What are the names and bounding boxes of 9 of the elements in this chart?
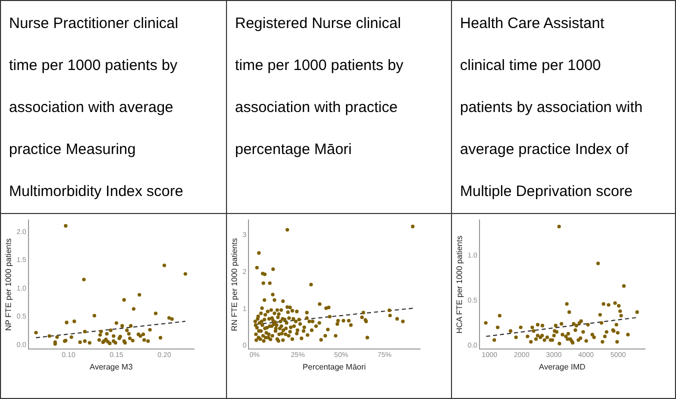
x-axis-title: Percentage Māori <box>302 362 366 372</box>
chart-title: Registered Nurse clinical time per 1000 patients by association with practice percentage Māori <box>235 15 404 158</box>
y-axis-title: NP FTE per 1000 patients <box>4 238 14 331</box>
y-axis-title: HCA FTE per 1000 patients <box>455 236 464 334</box>
x-axis-title: Average IMD <box>538 362 586 372</box>
chart-title: Nurse Practitioner clinical time per 1000 patients by association with average practice Measuring Multimorbidity Index score <box>9 15 184 200</box>
y-axis-title: RN FTE per 1000 patients <box>230 238 240 332</box>
chart-title: Health Care Assistant clinical time per 1000 patients by association with average practice Index of Multiple Deprivation score <box>460 15 643 200</box>
x-axis-title: Average M3 <box>90 362 134 372</box>
